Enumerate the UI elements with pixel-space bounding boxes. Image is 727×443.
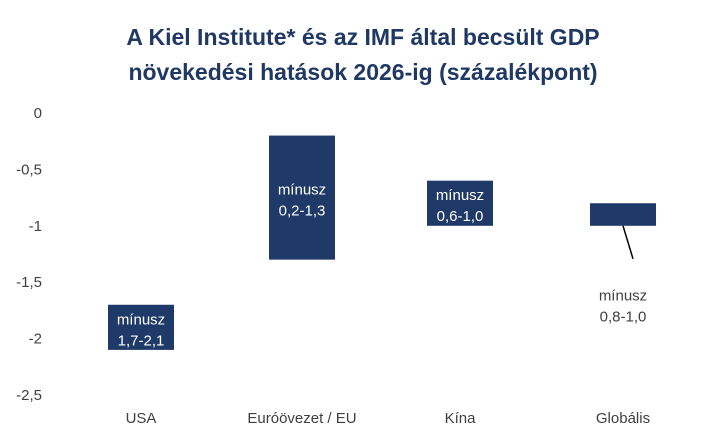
chart-title-line-1: A Kiel Institute* és az IMF által becsül… [126, 24, 599, 50]
range-bar [108, 304, 174, 350]
y-axis: 0 -0,5 -1 -1,5 -2 -2,5 [16, 105, 42, 404]
chart-title-line-2: növekedési hatások 2026-ig (százalékpont… [128, 59, 597, 85]
data-label: mínusz [278, 182, 326, 199]
x-category-label: Globális [596, 410, 650, 427]
y-tick-label: -1 [29, 218, 42, 235]
y-tick-label: 0 [34, 105, 42, 122]
x-category-label: USA [126, 410, 157, 427]
y-tick-label: -2,5 [16, 387, 42, 404]
range-bar [427, 180, 493, 226]
y-tick-label: -0,5 [16, 161, 42, 178]
y-tick-label: -2 [29, 331, 42, 348]
x-category-label: Kína [445, 410, 477, 427]
data-label: 0,6-1,0 [437, 208, 484, 225]
y-tick-label: -1,5 [16, 274, 42, 291]
data-label: 0,8-1,0 [600, 309, 647, 326]
data-label: 0,2-1,3 [279, 203, 326, 220]
data-label: mínusz [117, 311, 165, 328]
data-labels: mínusz 1,7-2,1 mínusz 0,2-1,3 mínusz 0,6-1,0 m… [117, 182, 647, 350]
range-bar [269, 135, 335, 260]
data-label: 1,7-2,1 [118, 332, 165, 349]
range-bar [590, 203, 656, 226]
x-category-label: Euróövezet / EU [247, 410, 356, 427]
data-label: mínusz [436, 187, 484, 204]
data-label: mínusz [599, 288, 647, 305]
leader-line [622, 225, 634, 260]
x-axis: USA Euróövezet / EU Kína Globális [126, 410, 651, 427]
bars [108, 135, 656, 350]
